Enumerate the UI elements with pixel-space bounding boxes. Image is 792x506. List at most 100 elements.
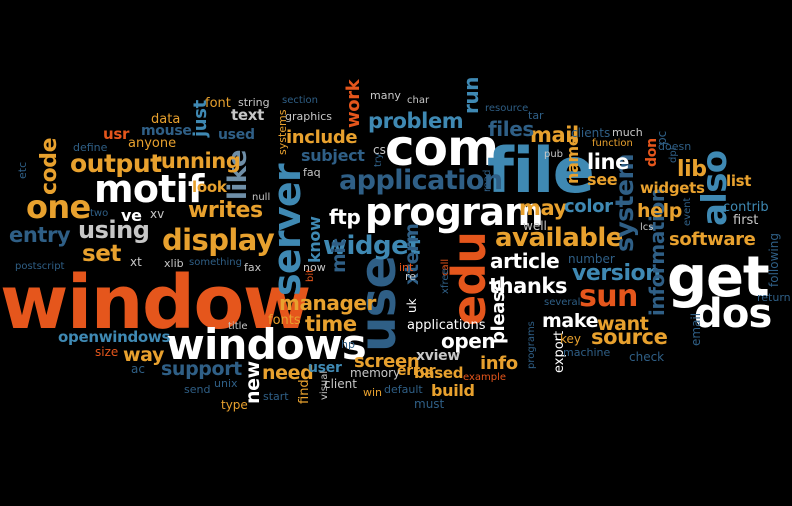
cloud-word: title — [228, 321, 248, 332]
cloud-word: now — [303, 261, 326, 274]
cloud-word: check — [629, 350, 665, 364]
cloud-word: run — [459, 76, 483, 114]
cloud-word: get — [667, 245, 770, 310]
cloud-word: xlib — [164, 257, 184, 270]
cloud-word: please — [488, 279, 509, 344]
cloud-word: text — [231, 106, 264, 124]
cloud-word: available — [495, 223, 623, 253]
cloud-word: dos — [694, 291, 772, 337]
cloud-word: list — [726, 172, 752, 190]
cloud-word: see — [587, 170, 618, 189]
cloud-word: include — [286, 127, 358, 148]
cloud-word: widgets — [640, 179, 705, 197]
cloud-word: fonts — [268, 313, 301, 328]
cloud-word: size — [95, 345, 119, 359]
cloud-word: look — [192, 178, 227, 196]
cloud-word: etc — [16, 161, 29, 179]
cloud-word: work — [343, 79, 364, 128]
cloud-word: way — [123, 344, 165, 366]
cloud-word: machine — [563, 346, 611, 359]
cloud-word: running — [151, 149, 241, 173]
cloud-word: motif — [94, 167, 204, 211]
cloud-word: event — [682, 197, 693, 226]
cloud-word: data — [151, 112, 181, 127]
cloud-word: anyone — [128, 136, 177, 151]
cloud-word: try — [373, 153, 384, 167]
cloud-word: may — [519, 196, 567, 220]
cloud-word: error — [397, 363, 436, 379]
cloud-word: one — [26, 188, 91, 226]
cloud-word: int — [399, 261, 414, 274]
cloud-word: need — [262, 362, 314, 384]
cloud-word: type — [221, 398, 248, 412]
cloud-word: subject — [301, 146, 365, 165]
cloud-word: mouse — [141, 123, 192, 139]
cloud-word: programs — [526, 321, 537, 369]
cloud-word: faq — [303, 166, 321, 179]
cloud-word: windows — [166, 320, 367, 369]
cloud-word: clients — [571, 126, 611, 140]
cloud-word: following — [767, 233, 781, 287]
cloud-word: make — [542, 310, 599, 332]
cloud-word: manager — [279, 291, 377, 315]
cloud-word: win — [363, 386, 383, 399]
cloud-word: several — [544, 297, 581, 308]
cloud-word: send — [184, 383, 211, 396]
cloud-word: xv — [150, 207, 165, 221]
cloud-word: must — [414, 397, 445, 411]
cloud-word: thanks — [489, 274, 568, 298]
cloud-word: bit — [305, 268, 316, 282]
cloud-word: screen — [354, 351, 420, 372]
cloud-word: support — [161, 358, 242, 380]
cloud-word: resource — [485, 103, 529, 114]
cloud-word: mail — [530, 123, 579, 147]
cloud-word: return — [757, 291, 791, 304]
cloud-word: file — [487, 134, 595, 207]
cloud-word: find — [297, 379, 312, 404]
cloud-word: article — [490, 249, 560, 273]
cloud-word: name — [563, 135, 582, 184]
cloud-word: re — [405, 270, 417, 283]
cloud-word: sun — [579, 279, 638, 314]
cloud-word: help — [637, 200, 683, 222]
cloud-word: usr — [103, 125, 130, 143]
cloud-word: xview — [416, 348, 460, 364]
cloud-word: two — [90, 208, 109, 219]
cloud-word: code — [37, 137, 62, 195]
cloud-word: pub — [544, 149, 564, 160]
cloud-word: first — [733, 213, 759, 228]
cloud-word: lib — [677, 157, 707, 182]
cloud-word: xt — [130, 255, 142, 269]
cloud-word: know — [305, 216, 324, 263]
cloud-word: build — [431, 381, 475, 400]
cloud-word: section — [282, 95, 319, 106]
cloud-word: read — [482, 169, 493, 192]
cloud-word: default — [384, 383, 423, 396]
cloud-word: don — [644, 138, 660, 167]
cloud-word: ftp — [329, 205, 361, 229]
cloud-word: well — [523, 219, 547, 233]
cloud-word: window — [0, 260, 311, 346]
cloud-word: tar — [528, 109, 544, 122]
cloud-word: want — [597, 313, 649, 335]
cloud-word: info — [480, 353, 518, 374]
cloud-word: program — [365, 190, 544, 234]
cloud-word: font — [205, 96, 231, 111]
cloud-word: hp — [341, 338, 355, 351]
cloud-word: application — [339, 165, 503, 196]
cloud-word: doesn — [658, 140, 692, 153]
cloud-word: output — [70, 149, 162, 178]
cloud-word: key — [560, 332, 582, 346]
cloud-word: com — [385, 119, 499, 177]
cloud-word: uk — [405, 298, 419, 313]
cloud-word: source — [591, 325, 668, 349]
cloud-word: something — [189, 257, 242, 268]
cloud-word: software — [669, 229, 756, 250]
cloud-word: problem — [368, 109, 464, 133]
cloud-word: number — [568, 252, 615, 266]
cloud-word: lcs — [640, 222, 654, 233]
cloud-word: contrib — [723, 200, 769, 215]
cloud-word: graphics — [285, 110, 333, 123]
cloud-word: char — [407, 95, 430, 106]
